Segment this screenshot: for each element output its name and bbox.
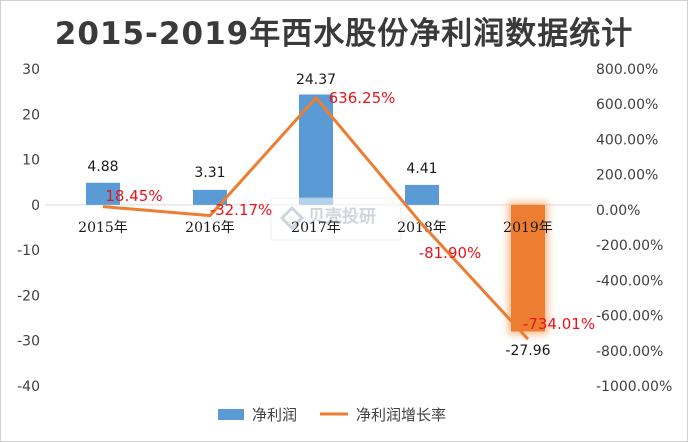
bar — [405, 184, 439, 205]
line-labels: 18.45% -32.17% 636.25% -81.90% -734.01% — [105, 89, 595, 333]
line-series — [102, 96, 530, 341]
category-label: 2016年 — [185, 220, 235, 236]
legend-label: 净利润增长率 — [356, 406, 446, 424]
right-tick-label: 400.00% — [596, 132, 658, 148]
growth-value-label: -32.17% — [210, 201, 273, 219]
right-tick-label: -200.00% — [596, 238, 663, 254]
category-label: 2018年 — [397, 220, 447, 236]
left-tick-label: -30 — [17, 334, 40, 350]
left-tick-label: 0 — [31, 198, 40, 214]
chart-title: 2015-2019年西水股份净利润数据统计 — [54, 16, 634, 52]
category-label: 2019年 — [503, 220, 553, 236]
right-tick-label: -1000.00% — [596, 379, 672, 395]
right-tick-label: 600.00% — [596, 97, 658, 113]
bar — [511, 204, 545, 332]
bar-value-label: 24.37 — [296, 72, 336, 88]
bar-value-label: -27.96 — [505, 343, 550, 359]
left-tick-label: -40 — [17, 379, 40, 395]
legend-label: 净利润 — [252, 406, 297, 424]
right-axis: 800.00% 600.00% 400.00% 200.00% 0.00% -200.00… — [596, 62, 672, 395]
growth-value-label: 636.25% — [329, 89, 396, 107]
bar-labels: 4.88 3.31 24.37 4.41 -27.96 — [87, 72, 550, 359]
bar — [193, 189, 227, 205]
left-tick-label: 20 — [22, 107, 40, 123]
right-tick-label: -600.00% — [596, 309, 663, 325]
left-axis: 30 20 10 0 -10 -20 -30 -40 — [17, 62, 40, 395]
bar-value-label: 3.31 — [194, 165, 225, 181]
growth-line — [102, 96, 530, 341]
watermark: 贝壳投研 — [270, 197, 402, 241]
right-tick-label: -800.00% — [596, 344, 663, 360]
legend: 净利润 净利润增长率 — [218, 406, 446, 424]
right-tick-label: 800.00% — [596, 62, 658, 78]
bar-value-label: 4.41 — [406, 161, 437, 177]
right-tick-label: 0.00% — [596, 203, 640, 219]
growth-value-label: -734.01% — [523, 315, 595, 333]
watermark-text: 贝壳投研 — [308, 206, 376, 227]
watermark-box — [270, 197, 402, 241]
bar — [86, 182, 120, 205]
category-label: 2015年 — [78, 220, 128, 236]
watermark-logo-icon — [279, 205, 305, 231]
left-tick-label: 10 — [22, 153, 40, 169]
right-tick-label: 200.00% — [596, 168, 658, 184]
left-tick-label: -20 — [17, 288, 40, 304]
category-axis: 2015年 2016年 2017年 2018年 2019年 — [78, 220, 553, 236]
category-label: 2017年 — [291, 220, 341, 236]
legend-swatch-bar — [218, 409, 244, 420]
growth-value-label: 18.45% — [105, 187, 162, 205]
left-tick-label: 30 — [22, 62, 40, 78]
left-tick-label: -10 — [17, 243, 40, 259]
bar-value-label: 4.88 — [87, 159, 118, 175]
growth-value-label: -81.90% — [419, 244, 482, 262]
right-tick-label: -400.00% — [596, 273, 663, 289]
